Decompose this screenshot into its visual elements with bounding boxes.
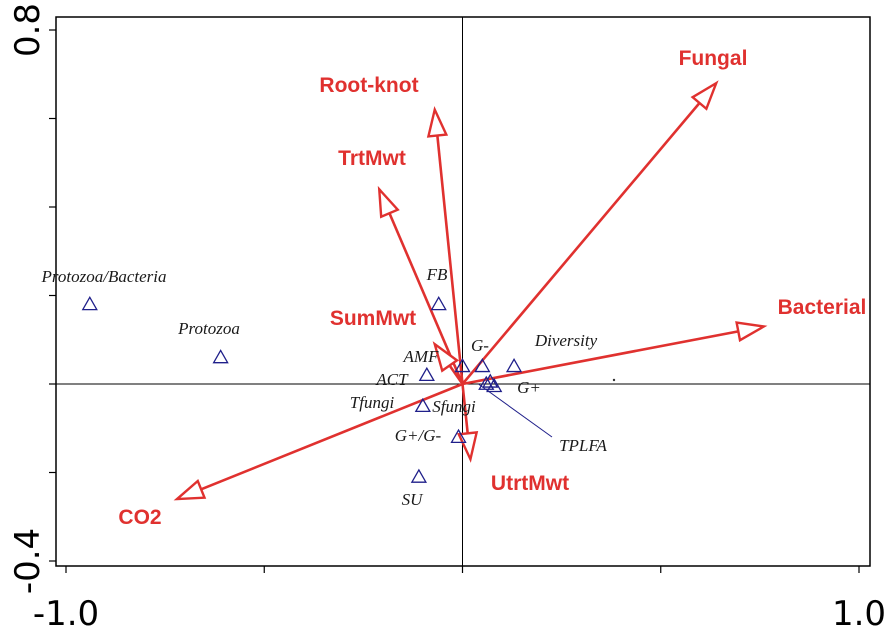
vector-arrowhead (690, 80, 719, 111)
vector-arrowhead (735, 321, 768, 343)
env-label: SumMwt (330, 307, 416, 330)
species-point-diversity: Diversity (505, 331, 598, 373)
species-label: Protozoa/Bacteria (41, 267, 167, 286)
tplfa-connector-line (478, 383, 553, 438)
species-point-g: G- (471, 336, 491, 373)
environmental-vectors: Fungal Root-knot TrtMwt SumMwt Bacterial Utrt… (118, 47, 866, 529)
env-vector-summwt: SumMwt (330, 307, 464, 385)
vector-line (461, 383, 469, 434)
env-label: Bacterial (778, 296, 867, 319)
species-point-amf: AMF (403, 347, 471, 373)
vector-line (448, 364, 464, 385)
species-point-su: SU (402, 468, 428, 509)
env-vector-fungal: Fungal (461, 47, 748, 385)
species-label: SU (402, 490, 425, 509)
species-connector-lines (478, 383, 553, 438)
species-point-protozoa: Protozoa (177, 319, 240, 364)
species-point-tfungi: Tfungi (350, 393, 431, 413)
species-point-protozoa-bacteria: Protozoa/Bacteria (41, 267, 167, 311)
species-point-g-g: G+/G- (395, 426, 467, 445)
species-label: Protozoa (177, 319, 240, 338)
env-vector-root-knot: Root-knot (319, 74, 464, 385)
env-label: Fungal (679, 47, 748, 70)
tick-marks (49, 29, 860, 573)
vector-arrowhead (173, 478, 207, 501)
axis-tick-labels: -1.0 1.0 0.8 -0.4 (8, 3, 886, 634)
species-label: AMF (403, 347, 440, 366)
species-label: Sfungi (432, 397, 476, 416)
env-vector-co2: CO2 (118, 382, 463, 529)
triangle-marker (505, 357, 523, 373)
y-tick-label: -0.4 (8, 528, 48, 594)
species-point-fb: FB (426, 265, 448, 311)
env-vector-trtmwt: TrtMwt (338, 147, 464, 385)
vector-arrowhead (426, 106, 449, 138)
x-tick-label: 1.0 (832, 594, 886, 634)
species-label: Diversity (534, 331, 598, 350)
triangle-marker (478, 375, 495, 390)
species-point-tplfa: TPLFA (478, 375, 608, 455)
triangle-marker (418, 366, 435, 382)
triangle-marker (414, 397, 431, 413)
species-label: G- (471, 336, 489, 355)
triangle-marker (410, 468, 428, 483)
triangle-marker (81, 296, 98, 311)
env-label: TrtMwt (338, 147, 406, 170)
y-tick-label: 0.8 (8, 3, 48, 57)
triangle-marker (450, 428, 467, 444)
species-points: Protozoa/Bacteria Protozoa FB G- Diversity AM… (41, 265, 616, 509)
species-label: TPLFA (559, 436, 607, 455)
species-label: FB (426, 265, 448, 284)
env-label: UtrtMwt (491, 472, 569, 495)
env-label: Root-knot (319, 74, 418, 97)
species-label: ACT (375, 370, 409, 389)
species-label: G+/G- (395, 426, 442, 445)
triangle-marker (212, 349, 229, 364)
triangle-marker (474, 357, 491, 373)
vector-line (462, 330, 739, 386)
species-label: Tfungi (350, 393, 395, 412)
species-label: G+ (517, 378, 541, 397)
vector-line (436, 135, 464, 385)
species-point-act: ACT (375, 366, 435, 389)
x-tick-label: -1.0 (33, 594, 99, 634)
vector-arrowhead (432, 341, 460, 373)
triangle-marker (482, 373, 499, 388)
env-vector-bacterial: Bacterial (462, 296, 867, 386)
vector-arrowhead (377, 185, 400, 219)
env-label: CO2 (118, 506, 161, 529)
triangle-marker (430, 296, 447, 311)
species-point-sfungi: Sfungi (432, 373, 499, 416)
triangle-marker (454, 357, 471, 373)
stray-dot (612, 378, 616, 382)
vector-line (200, 382, 463, 491)
vector-line (461, 102, 701, 385)
